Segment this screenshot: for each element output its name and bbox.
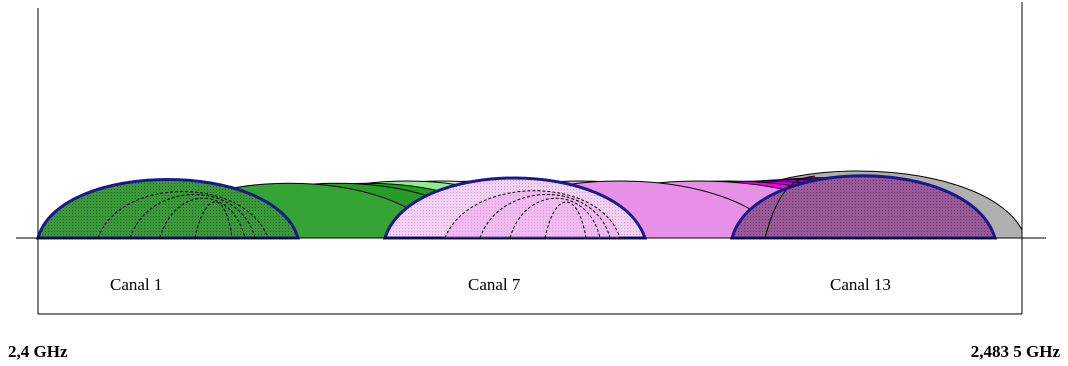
lobe-channel-7-inner-2 xyxy=(479,194,611,239)
lobe-channel-1-inner-4 xyxy=(194,201,233,239)
band-start-label: 2,4 GHz xyxy=(8,342,68,361)
lobe-channel-7-inner-3 xyxy=(509,197,601,239)
channel-label: Canal 13 xyxy=(830,275,891,294)
channel-label: Canal 7 xyxy=(468,275,521,294)
lobe-channel-1-inner-1 xyxy=(97,191,269,239)
channel-lobes xyxy=(36,170,1023,240)
lobe-channel-7-inner-1 xyxy=(444,190,621,239)
channel-label: Canal 1 xyxy=(110,275,162,294)
lobe-channel-1-inner-3 xyxy=(159,197,246,239)
band-end-label: 2,483 5 GHz xyxy=(971,342,1061,361)
lobe-channel-1-inner-2 xyxy=(129,194,256,239)
lobe-channel-13-inner xyxy=(764,175,816,239)
